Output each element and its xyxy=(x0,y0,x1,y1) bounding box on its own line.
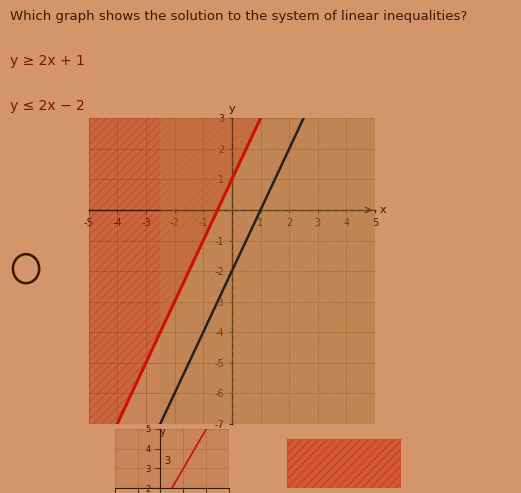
Text: y ≥ 2x + 1: y ≥ 2x + 1 xyxy=(10,54,85,68)
Text: y: y xyxy=(160,427,166,437)
Text: y ≤ 2x − 2: y ≤ 2x − 2 xyxy=(10,99,85,112)
Text: x: x xyxy=(379,205,386,215)
Text: y: y xyxy=(229,104,235,114)
Text: 3: 3 xyxy=(164,457,170,466)
Text: Which graph shows the solution to the system of linear inequalities?: Which graph shows the solution to the sy… xyxy=(10,10,468,23)
